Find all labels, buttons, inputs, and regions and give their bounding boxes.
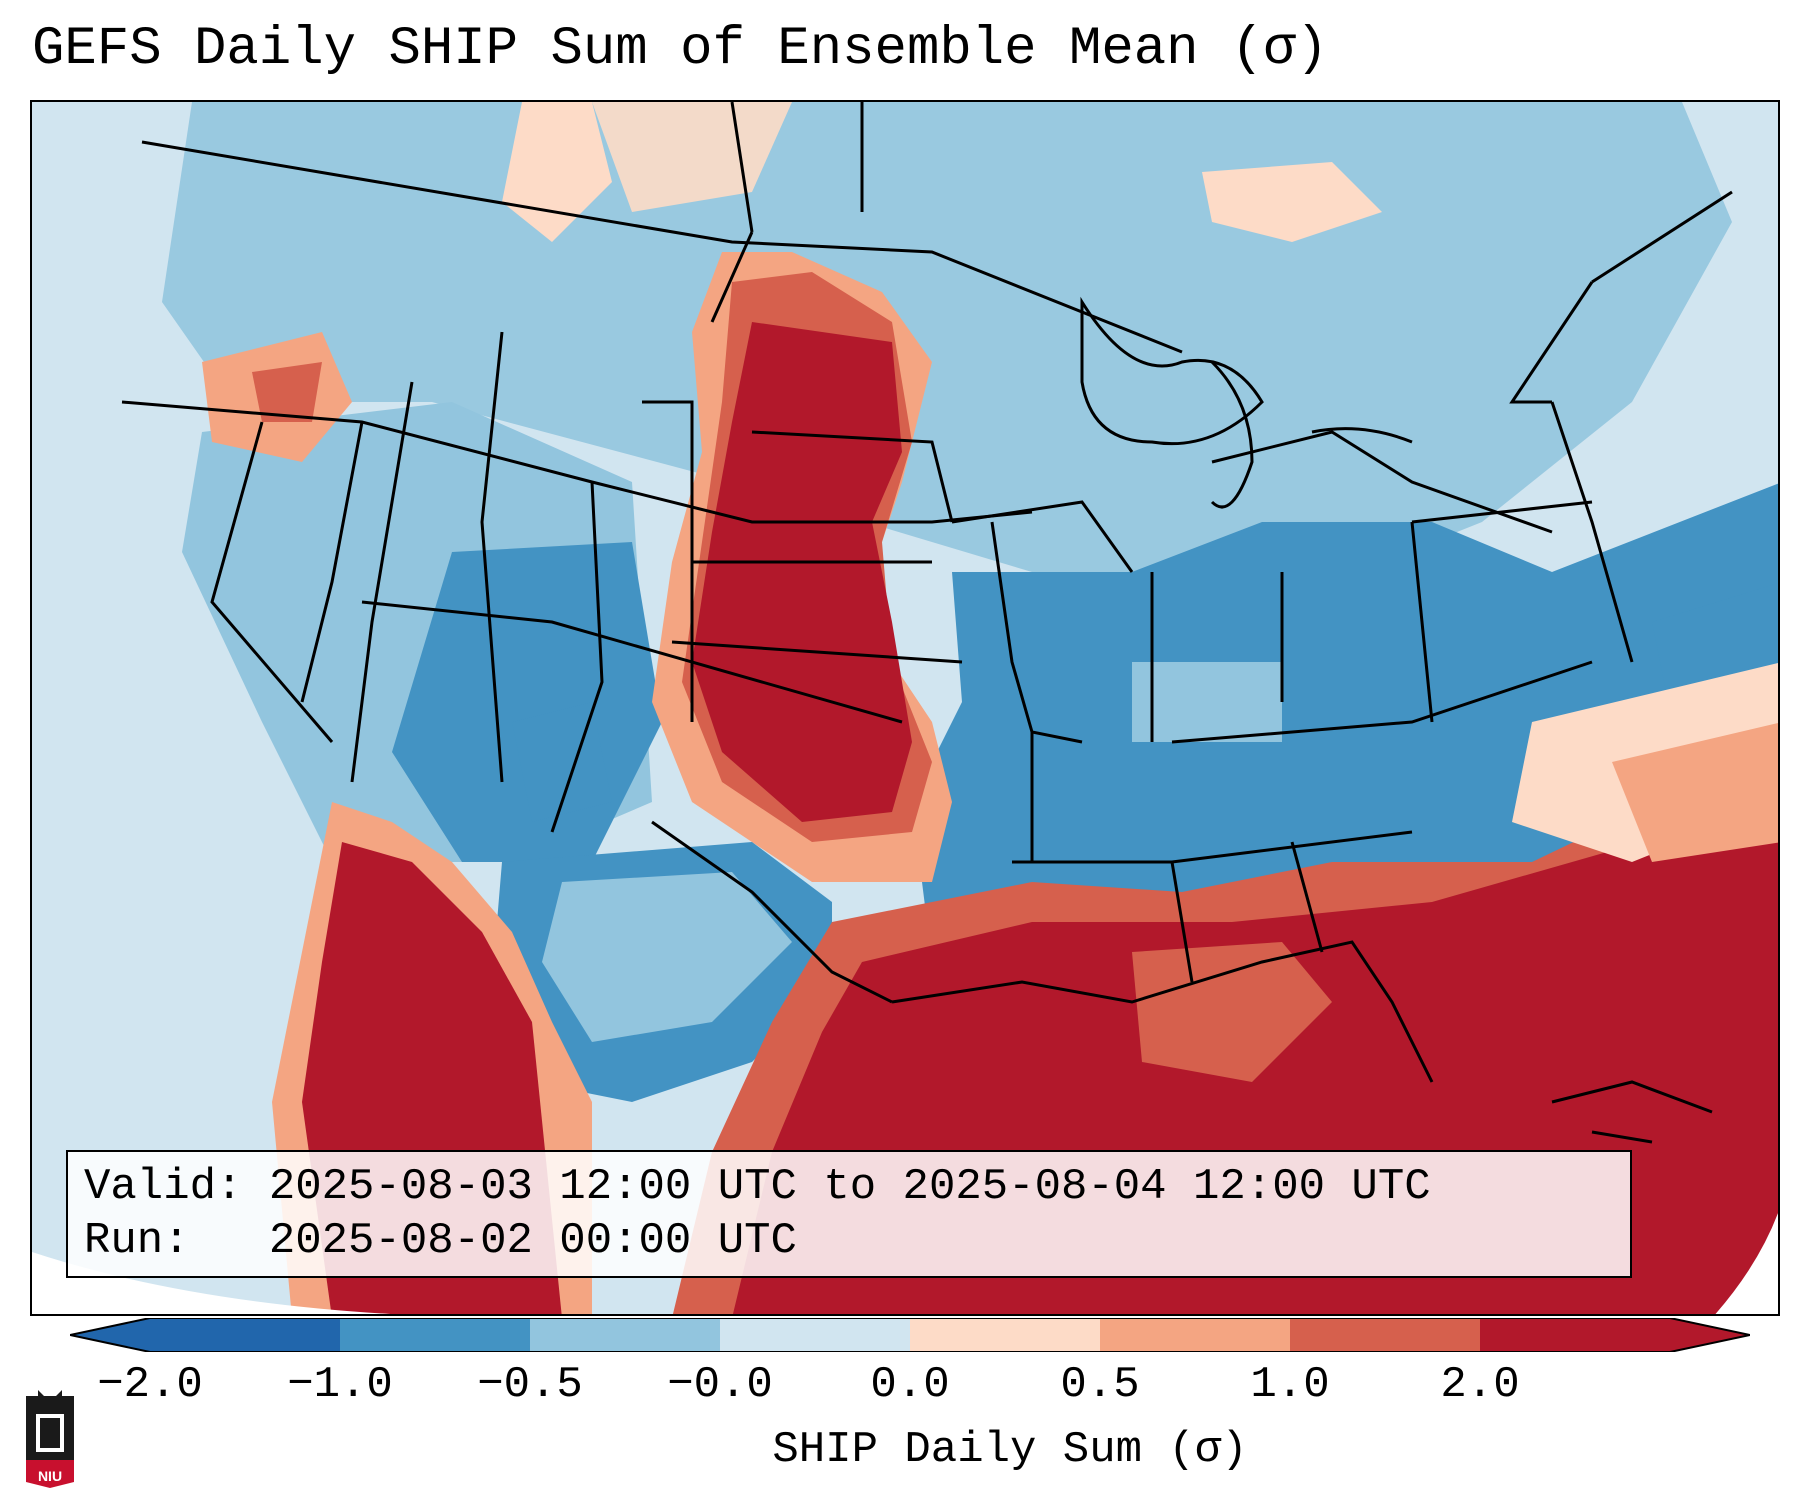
colorbar-segment [530,1318,721,1352]
niu-shield-icon [26,1390,74,1488]
colorbar-segment [1480,1318,1671,1352]
map-panel [30,100,1780,1316]
colorbar-segment [1290,1318,1481,1352]
forecast-map [32,102,1778,1314]
colorbar-extend-low [70,1318,150,1352]
colorbar [70,1318,1750,1352]
run-value: 2025-08-02 00:00 UTC [268,1216,797,1266]
colorbar-tick-label: −0.5 [477,1360,583,1410]
colorbar-tick-label: 0.0 [870,1360,950,1410]
niu-logo: NIU [20,1388,80,1488]
colorbar-segment [1100,1318,1291,1352]
colorbar-tick-label: 0.5 [1060,1360,1140,1410]
colorbar-tick-label: −1.0 [287,1360,393,1410]
run-label: Run: [84,1216,190,1266]
colorbar-tick-label: −2.0 [97,1360,203,1410]
valid-value: 2025-08-03 12:00 UTC to 2025-08-04 12:00… [268,1162,1431,1212]
colorbar-segment [150,1318,341,1352]
colorbar-extend-high [1670,1318,1750,1352]
valid-run-info-box: Valid: 2025-08-03 12:00 UTC to 2025-08-0… [66,1150,1632,1278]
map-title: GEFS Daily SHIP Sum of Ensemble Mean (σ) [32,19,1329,80]
colorbar-tick-label: 2.0 [1440,1360,1520,1410]
niu-logo-text: NIU [37,1468,63,1484]
valid-label: Valid: [84,1162,243,1212]
colorbar-tick-label: −0.0 [667,1360,773,1410]
colorbar-label: SHIP Daily Sum (σ) [772,1425,1248,1475]
colorbar-tick-label: 1.0 [1250,1360,1330,1410]
colorbar-segment [720,1318,911,1352]
colorbar-segment [910,1318,1101,1352]
colorbar-segment [340,1318,531,1352]
